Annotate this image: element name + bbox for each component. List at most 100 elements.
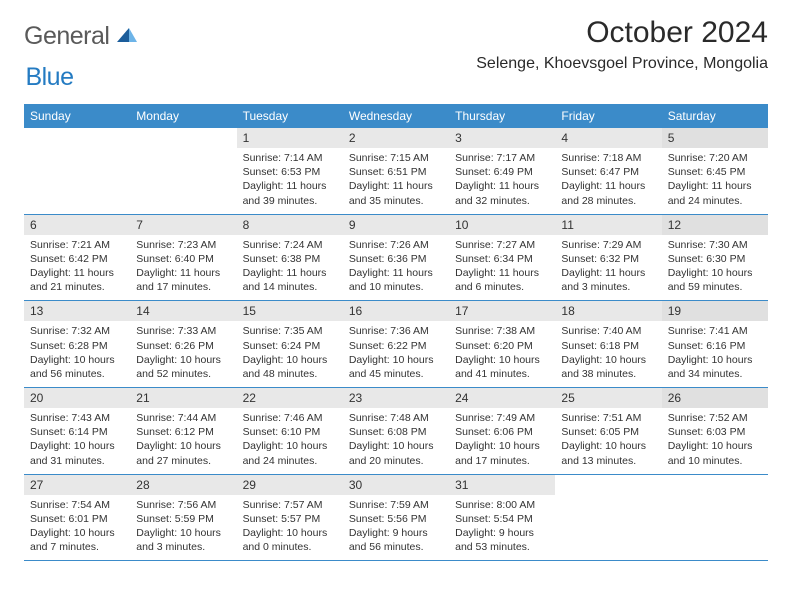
day-number: 13	[24, 301, 130, 321]
day-header: Friday	[555, 104, 661, 128]
calendar-week-row: 6Sunrise: 7:21 AMSunset: 6:42 PMDaylight…	[24, 214, 768, 301]
day-info: Sunrise: 7:33 AMSunset: 6:26 PMDaylight:…	[130, 321, 236, 387]
day-info: Sunrise: 7:35 AMSunset: 6:24 PMDaylight:…	[237, 321, 343, 387]
day-header: Monday	[130, 104, 236, 128]
day-info: Sunrise: 7:36 AMSunset: 6:22 PMDaylight:…	[343, 321, 449, 387]
calendar-cell: 22Sunrise: 7:46 AMSunset: 6:10 PMDayligh…	[237, 388, 343, 475]
calendar-cell: 1Sunrise: 7:14 AMSunset: 6:53 PMDaylight…	[237, 128, 343, 214]
day-number: 8	[237, 215, 343, 235]
day-info: Sunrise: 7:15 AMSunset: 6:51 PMDaylight:…	[343, 148, 449, 214]
day-number: 9	[343, 215, 449, 235]
day-info: Sunrise: 7:44 AMSunset: 6:12 PMDaylight:…	[130, 408, 236, 474]
calendar-table: Sunday Monday Tuesday Wednesday Thursday…	[24, 104, 768, 561]
day-number: 1	[237, 128, 343, 148]
day-info: Sunrise: 7:40 AMSunset: 6:18 PMDaylight:…	[555, 321, 661, 387]
day-info: Sunrise: 7:18 AMSunset: 6:47 PMDaylight:…	[555, 148, 661, 214]
day-number: 4	[555, 128, 661, 148]
calendar-cell: 18Sunrise: 7:40 AMSunset: 6:18 PMDayligh…	[555, 301, 661, 388]
calendar-cell: 2Sunrise: 7:15 AMSunset: 6:51 PMDaylight…	[343, 128, 449, 214]
day-header-row: Sunday Monday Tuesday Wednesday Thursday…	[24, 104, 768, 128]
day-number: 15	[237, 301, 343, 321]
calendar-cell: 14Sunrise: 7:33 AMSunset: 6:26 PMDayligh…	[130, 301, 236, 388]
calendar-cell: 7Sunrise: 7:23 AMSunset: 6:40 PMDaylight…	[130, 214, 236, 301]
day-header: Saturday	[662, 104, 768, 128]
day-info: Sunrise: 7:56 AMSunset: 5:59 PMDaylight:…	[130, 495, 236, 561]
day-info: Sunrise: 7:30 AMSunset: 6:30 PMDaylight:…	[662, 235, 768, 301]
day-info: Sunrise: 7:20 AMSunset: 6:45 PMDaylight:…	[662, 148, 768, 214]
calendar-cell: 26Sunrise: 7:52 AMSunset: 6:03 PMDayligh…	[662, 388, 768, 475]
day-header: Tuesday	[237, 104, 343, 128]
logo: General	[24, 16, 141, 51]
calendar-week-row: 27Sunrise: 7:54 AMSunset: 6:01 PMDayligh…	[24, 474, 768, 561]
day-header: Thursday	[449, 104, 555, 128]
day-number: 19	[662, 301, 768, 321]
day-header: Wednesday	[343, 104, 449, 128]
day-info: Sunrise: 7:54 AMSunset: 6:01 PMDaylight:…	[24, 495, 130, 561]
day-number: 2	[343, 128, 449, 148]
title-block: October 2024 Selenge, Khoevsgoel Provinc…	[476, 16, 768, 73]
day-number: 5	[662, 128, 768, 148]
day-number: 28	[130, 475, 236, 495]
day-number: 21	[130, 388, 236, 408]
calendar-cell: 24Sunrise: 7:49 AMSunset: 6:06 PMDayligh…	[449, 388, 555, 475]
day-number: 17	[449, 301, 555, 321]
calendar-cell: 13Sunrise: 7:32 AMSunset: 6:28 PMDayligh…	[24, 301, 130, 388]
day-number: 6	[24, 215, 130, 235]
calendar-cell: .	[24, 128, 130, 214]
calendar-cell: 30Sunrise: 7:59 AMSunset: 5:56 PMDayligh…	[343, 474, 449, 561]
location-text: Selenge, Khoevsgoel Province, Mongolia	[476, 55, 768, 73]
calendar-week-row: 13Sunrise: 7:32 AMSunset: 6:28 PMDayligh…	[24, 301, 768, 388]
day-header: Sunday	[24, 104, 130, 128]
day-info: Sunrise: 7:38 AMSunset: 6:20 PMDaylight:…	[449, 321, 555, 387]
calendar-cell: 28Sunrise: 7:56 AMSunset: 5:59 PMDayligh…	[130, 474, 236, 561]
calendar-cell: 21Sunrise: 7:44 AMSunset: 6:12 PMDayligh…	[130, 388, 236, 475]
day-number: 20	[24, 388, 130, 408]
calendar-cell: 6Sunrise: 7:21 AMSunset: 6:42 PMDaylight…	[24, 214, 130, 301]
calendar-cell: 19Sunrise: 7:41 AMSunset: 6:16 PMDayligh…	[662, 301, 768, 388]
day-number: 24	[449, 388, 555, 408]
logo-triangle-icon	[115, 26, 139, 49]
day-info: Sunrise: 7:26 AMSunset: 6:36 PMDaylight:…	[343, 235, 449, 301]
day-number: 3	[449, 128, 555, 148]
day-number: 27	[24, 475, 130, 495]
calendar-cell: .	[555, 474, 661, 561]
day-number: 25	[555, 388, 661, 408]
calendar-cell: 15Sunrise: 7:35 AMSunset: 6:24 PMDayligh…	[237, 301, 343, 388]
day-info: Sunrise: 7:59 AMSunset: 5:56 PMDaylight:…	[343, 495, 449, 561]
calendar-cell: 29Sunrise: 7:57 AMSunset: 5:57 PMDayligh…	[237, 474, 343, 561]
day-number: 23	[343, 388, 449, 408]
day-number: 31	[449, 475, 555, 495]
day-info: Sunrise: 7:41 AMSunset: 6:16 PMDaylight:…	[662, 321, 768, 387]
day-number: 29	[237, 475, 343, 495]
calendar-cell: 25Sunrise: 7:51 AMSunset: 6:05 PMDayligh…	[555, 388, 661, 475]
calendar-cell: 3Sunrise: 7:17 AMSunset: 6:49 PMDaylight…	[449, 128, 555, 214]
calendar-cell: 20Sunrise: 7:43 AMSunset: 6:14 PMDayligh…	[24, 388, 130, 475]
day-number: 10	[449, 215, 555, 235]
day-number: 30	[343, 475, 449, 495]
calendar-cell: 5Sunrise: 7:20 AMSunset: 6:45 PMDaylight…	[662, 128, 768, 214]
calendar-cell: 12Sunrise: 7:30 AMSunset: 6:30 PMDayligh…	[662, 214, 768, 301]
calendar-cell: 27Sunrise: 7:54 AMSunset: 6:01 PMDayligh…	[24, 474, 130, 561]
calendar-cell: .	[662, 474, 768, 561]
logo-text-general: General	[24, 22, 109, 51]
day-info: Sunrise: 8:00 AMSunset: 5:54 PMDaylight:…	[449, 495, 555, 561]
day-info: Sunrise: 7:24 AMSunset: 6:38 PMDaylight:…	[237, 235, 343, 301]
logo-text-blue: Blue	[25, 63, 73, 92]
day-info: Sunrise: 7:51 AMSunset: 6:05 PMDaylight:…	[555, 408, 661, 474]
calendar-cell: 31Sunrise: 8:00 AMSunset: 5:54 PMDayligh…	[449, 474, 555, 561]
day-info: Sunrise: 7:52 AMSunset: 6:03 PMDaylight:…	[662, 408, 768, 474]
day-info: Sunrise: 7:48 AMSunset: 6:08 PMDaylight:…	[343, 408, 449, 474]
day-info: Sunrise: 7:32 AMSunset: 6:28 PMDaylight:…	[24, 321, 130, 387]
day-info: Sunrise: 7:57 AMSunset: 5:57 PMDaylight:…	[237, 495, 343, 561]
day-info: Sunrise: 7:21 AMSunset: 6:42 PMDaylight:…	[24, 235, 130, 301]
day-number: 7	[130, 215, 236, 235]
calendar-cell: 9Sunrise: 7:26 AMSunset: 6:36 PMDaylight…	[343, 214, 449, 301]
day-number: 14	[130, 301, 236, 321]
day-info: Sunrise: 7:49 AMSunset: 6:06 PMDaylight:…	[449, 408, 555, 474]
day-number: 11	[555, 215, 661, 235]
day-number: 12	[662, 215, 768, 235]
calendar-week-row: ..1Sunrise: 7:14 AMSunset: 6:53 PMDaylig…	[24, 128, 768, 214]
calendar-cell: 16Sunrise: 7:36 AMSunset: 6:22 PMDayligh…	[343, 301, 449, 388]
day-info: Sunrise: 7:27 AMSunset: 6:34 PMDaylight:…	[449, 235, 555, 301]
month-title: October 2024	[476, 16, 768, 49]
